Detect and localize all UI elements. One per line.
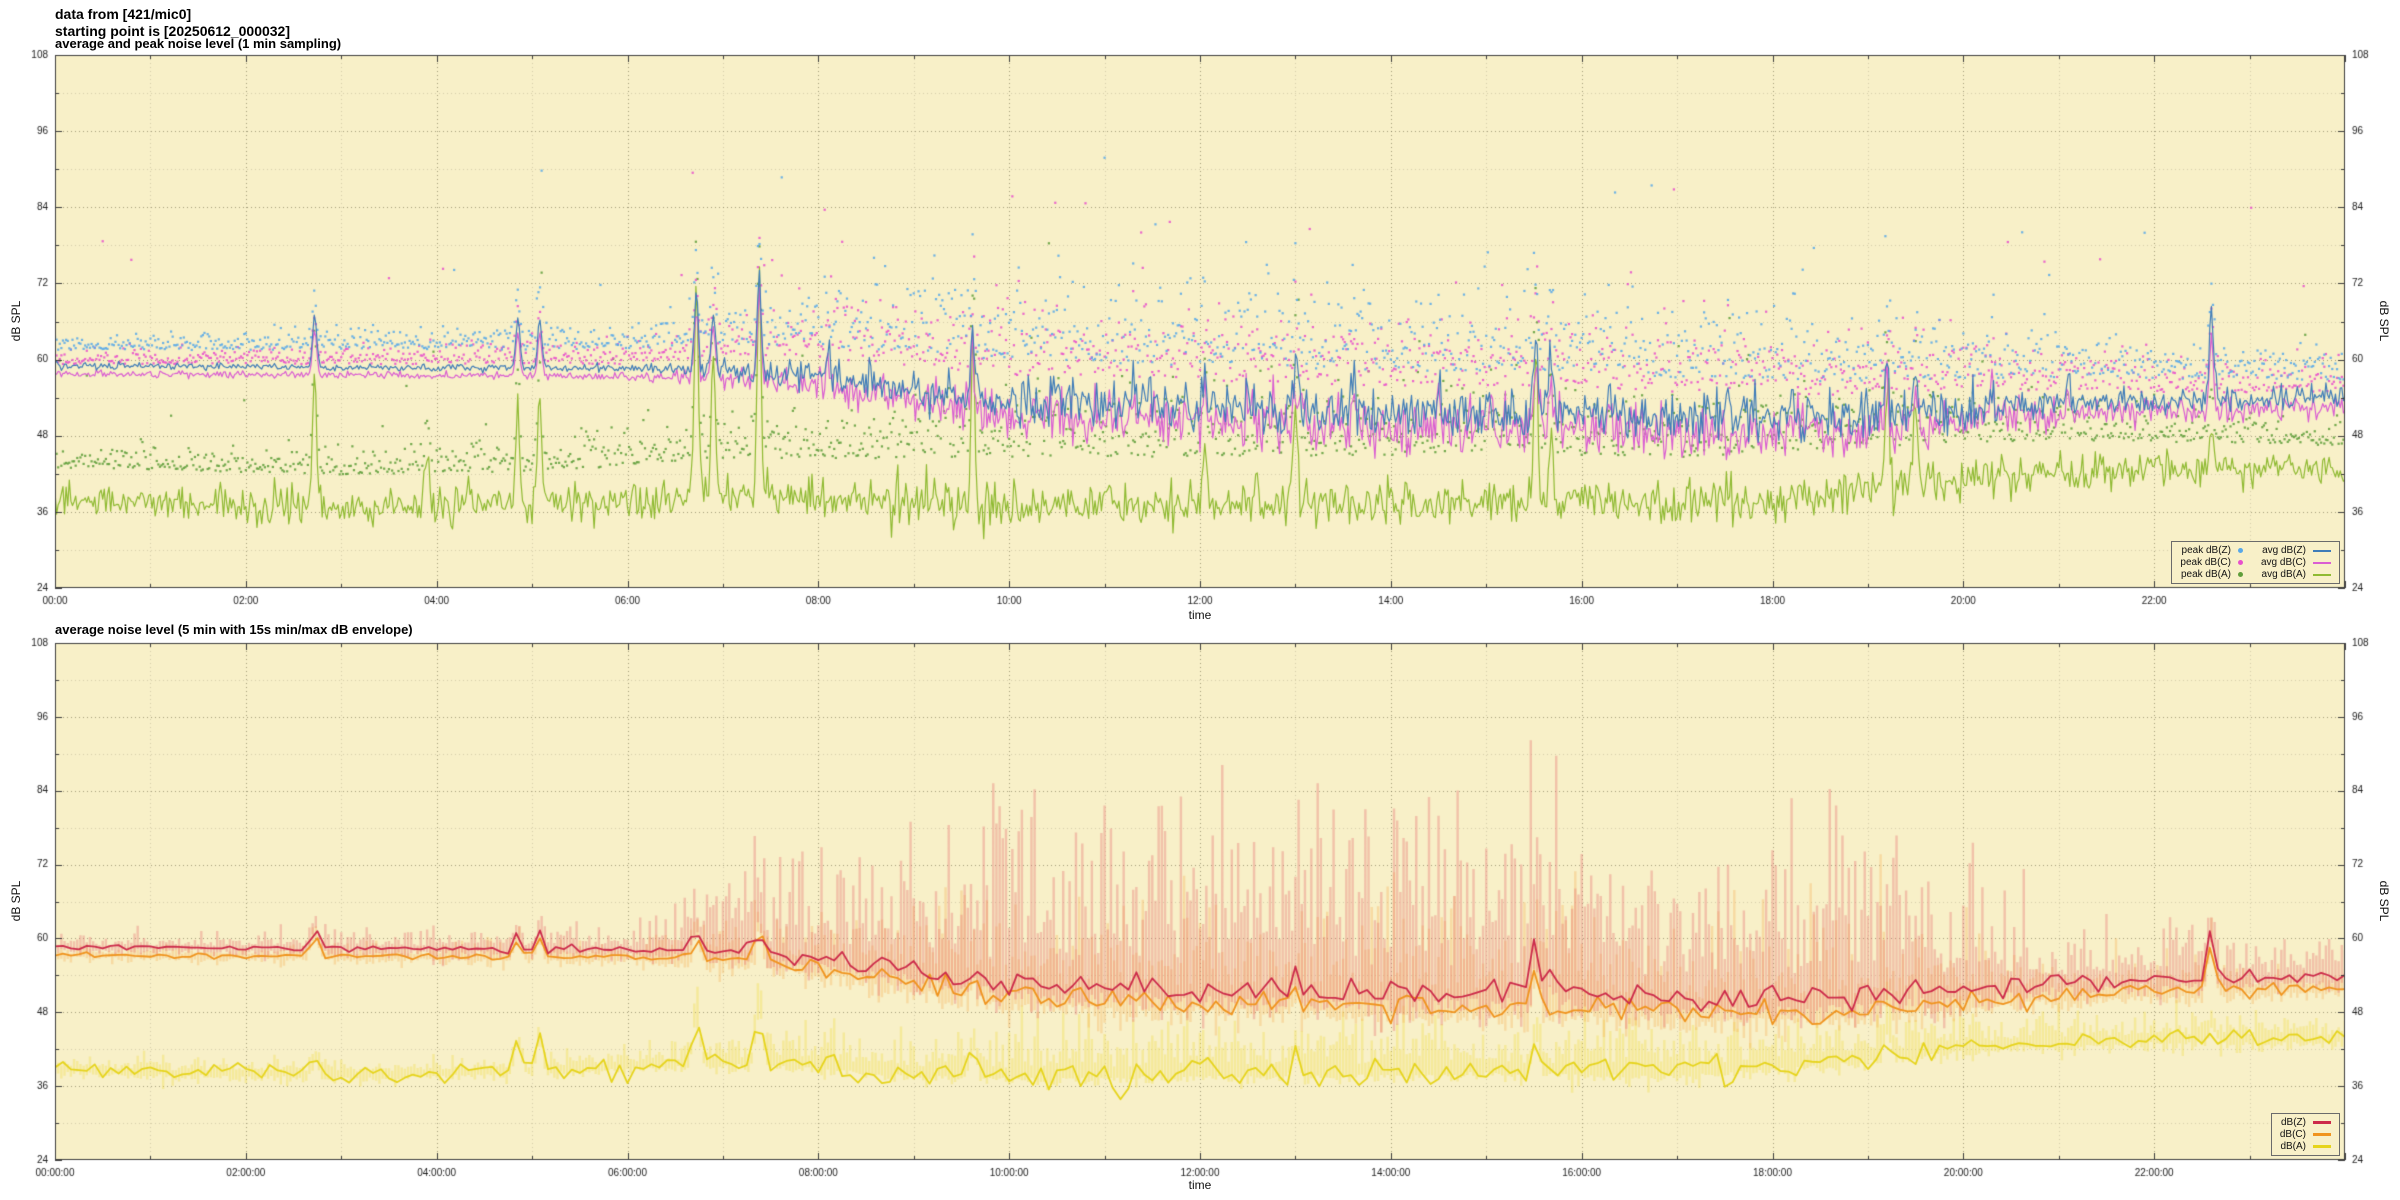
legend-marker-line-icon [2313, 1145, 2331, 1148]
legend: dB(Z) dB(C) dB(A) [2270, 1113, 2340, 1156]
x-axis-label: time [1188, 608, 1212, 622]
legend-label: dB(Z) [2281, 1117, 2306, 1128]
legend-marker-line-icon [2313, 573, 2331, 576]
chart-title-bottom: average noise level (5 min with 15s min/… [55, 622, 413, 637]
legend-label: peak dB(A) [2180, 569, 2231, 580]
legend-marker-line-icon [2313, 1121, 2331, 1124]
legend-label: dB(C) [2279, 1129, 2306, 1140]
y-axis-label-right: dB SPL [2377, 880, 2391, 922]
chart-title-top: average and peak noise level (1 min samp… [55, 36, 342, 51]
x-axis-label: time [1188, 1178, 1212, 1192]
average-peak-noise-plot-canvas [0, 36, 2400, 622]
legend-label: dB(A) [2280, 1141, 2306, 1152]
chart-average-noise-envelope: average noise level (5 min with 15s min/… [0, 622, 2400, 1200]
legend-marker-line-icon [2313, 549, 2331, 552]
legend-entry: dB(A) [2280, 1141, 2331, 1152]
chart-average-peak-noise: average and peak noise level (1 min samp… [0, 36, 2400, 622]
legend-entry: avg dB(C) [2261, 557, 2331, 568]
legend-marker-dot-icon [2237, 548, 2243, 553]
legend-marker-dot-icon [2237, 572, 2243, 577]
y-axis-label-right: dB SPL [2377, 300, 2391, 342]
legend-entry: peak dB(A) [2180, 569, 2243, 580]
legend-label: avg dB(A) [2261, 569, 2306, 580]
start-point-label: starting point is [20250612_000032] [55, 23, 291, 39]
legend-marker-line-icon [2313, 561, 2331, 564]
legend-label: avg dB(Z) [2262, 545, 2306, 556]
legend-label: peak dB(Z) [2181, 545, 2231, 556]
legend-entry: peak dB(Z) [2180, 545, 2243, 556]
legend-marker-line-icon [2313, 1133, 2331, 1136]
legend: peak dB(Z) peak dB(C) peak dB(A) avg dB(Z) a… [2171, 541, 2340, 584]
legend-entry: avg dB(Z) [2261, 545, 2331, 556]
legend-entry: dB(Z) [2280, 1117, 2331, 1128]
y-axis-label-left: dB SPL [9, 880, 23, 922]
legend-entry: avg dB(A) [2261, 569, 2331, 580]
legend-label: avg dB(C) [2260, 557, 2306, 568]
header: data from [421/mic0] starting point is [… [55, 6, 290, 40]
legend-label: peak dB(C) [2180, 557, 2231, 568]
legend-entry: peak dB(C) [2180, 557, 2243, 568]
legend-entry: dB(C) [2280, 1129, 2331, 1140]
legend-marker-dot-icon [2237, 560, 2243, 565]
y-axis-label-left: dB SPL [9, 300, 23, 342]
data-source-label: data from [421/mic0] [55, 6, 192, 22]
average-noise-envelope-plot-canvas [0, 622, 2400, 1200]
